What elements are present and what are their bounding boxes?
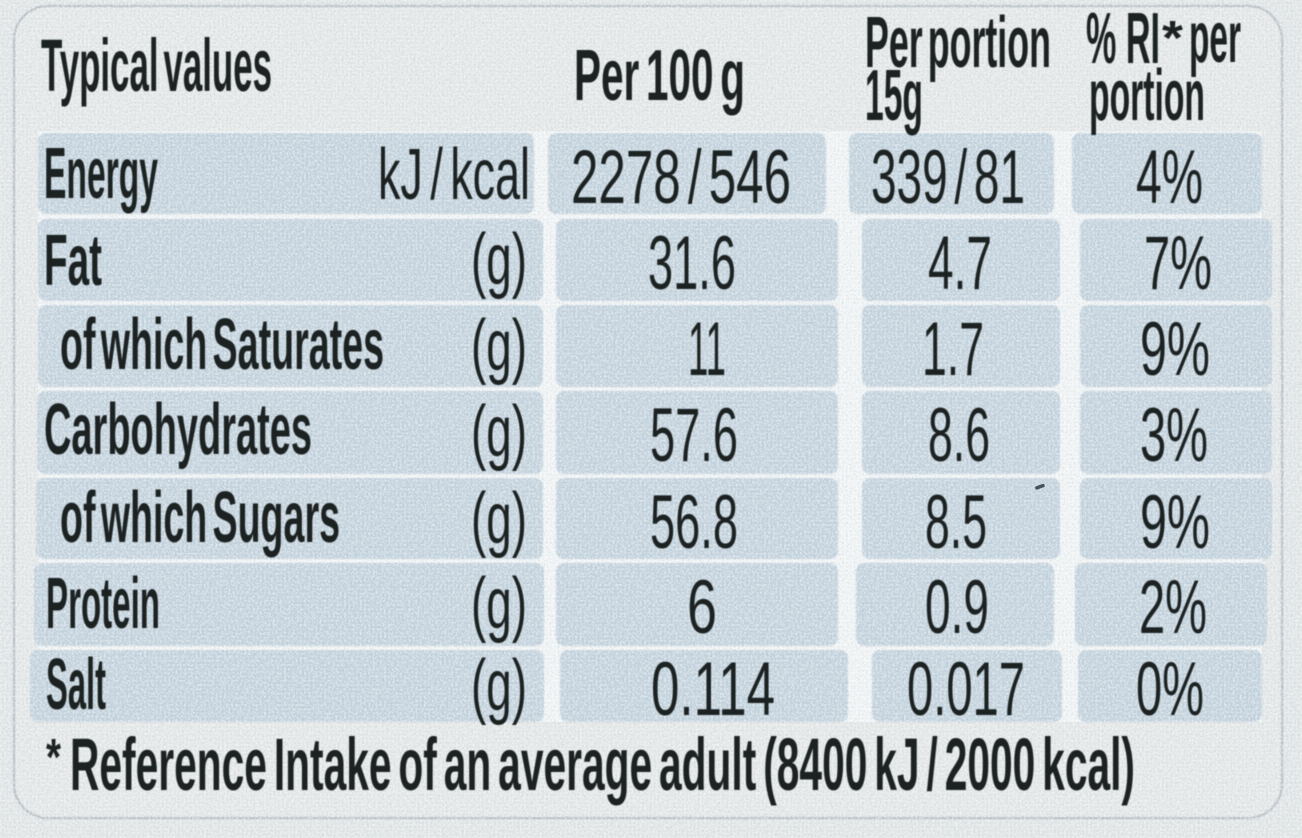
svg-text:(g): (g): [471, 646, 527, 726]
svg-text:Per portion: Per portion: [865, 3, 1051, 83]
svg-text:(g): (g): [471, 479, 527, 559]
svg-text:339 / 81: 339 / 81: [871, 135, 1025, 220]
svg-text:11: 11: [688, 307, 726, 392]
svg-text:Per 100 g: Per 100 g: [574, 36, 745, 116]
svg-text:4.7: 4.7: [928, 221, 992, 306]
svg-text:Reference Intake of an average: Reference Intake of an average adult (84…: [70, 723, 1135, 806]
svg-text:56.8: 56.8: [650, 480, 738, 565]
svg-text:57.6: 57.6: [650, 393, 738, 478]
svg-text:(g): (g): [471, 220, 527, 300]
svg-text:per: per: [1189, 0, 1241, 78]
svg-text:Fat: Fat: [44, 221, 102, 301]
svg-text:2278 / 546: 2278 / 546: [571, 135, 791, 220]
svg-text:4%: 4%: [1136, 135, 1203, 220]
svg-text:(g): (g): [471, 306, 527, 386]
svg-text:6: 6: [687, 565, 717, 650]
svg-text:3%: 3%: [1140, 393, 1208, 478]
svg-text:of which Saturates: of which Saturates: [60, 305, 384, 385]
svg-text:2%: 2%: [1139, 565, 1207, 650]
svg-text:0%: 0%: [1136, 647, 1204, 732]
svg-text:0.017: 0.017: [907, 647, 1025, 732]
svg-text:Energy: Energy: [44, 134, 158, 214]
svg-text:Salt: Salt: [46, 645, 106, 725]
svg-text:(g): (g): [471, 392, 527, 472]
svg-text:*: *: [46, 729, 62, 787]
svg-text:(g): (g): [471, 564, 527, 644]
svg-text:0.114: 0.114: [651, 647, 775, 732]
svg-text:15g: 15g: [865, 56, 923, 136]
svg-text:Protein: Protein: [46, 564, 160, 644]
svg-text:8.6: 8.6: [928, 393, 990, 478]
svg-text:8.5: 8.5: [925, 480, 987, 565]
svg-text:Typical values: Typical values: [41, 24, 272, 107]
svg-text:9%: 9%: [1140, 307, 1210, 392]
svg-text:Carbohydrates: Carbohydrates: [44, 390, 312, 470]
svg-text:0.9: 0.9: [925, 565, 989, 650]
svg-text:7%: 7%: [1144, 221, 1212, 306]
svg-text:portion: portion: [1089, 56, 1205, 136]
svg-text:9%: 9%: [1140, 480, 1210, 565]
svg-text:*: *: [1162, 12, 1183, 65]
svg-text:% RI: % RI: [1086, 0, 1160, 79]
svg-text:31.6: 31.6: [648, 221, 736, 306]
svg-text:kJ / kcal: kJ / kcal: [378, 135, 530, 215]
svg-text:1.7: 1.7: [922, 307, 984, 392]
svg-text:of which Sugars: of which Sugars: [60, 478, 340, 558]
